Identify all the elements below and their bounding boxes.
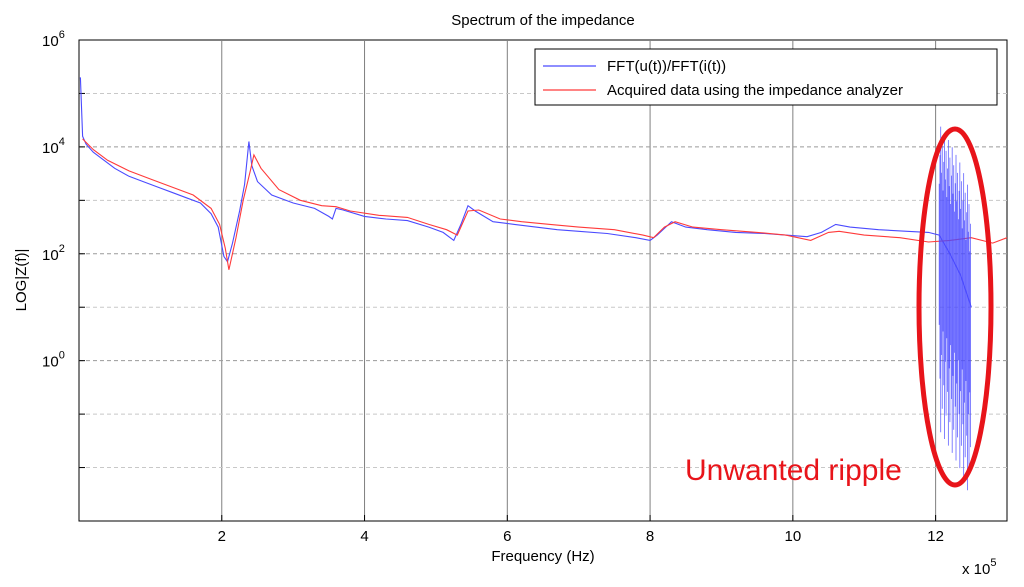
fft-series-line — [79, 77, 972, 308]
x-multiplier-exp: 5 — [990, 557, 996, 569]
y-tick-label: 106 — [42, 29, 65, 50]
svg-text:x 105: x 105 — [962, 557, 996, 578]
y-tick-label: 104 — [42, 136, 65, 157]
x-tick-label: 8 — [646, 528, 654, 545]
analyzer-series-line — [82, 138, 1008, 270]
y-tick-label: 100 — [42, 350, 65, 371]
grid-lines — [79, 40, 1007, 521]
legend-label-fft: FFT(u(t))/FFT(i(t)) — [607, 58, 726, 75]
x-tick-label: 4 — [360, 528, 368, 545]
chart-title: Spectrum of the impedance — [451, 12, 634, 29]
ripple-annotation-text: Unwanted ripple — [685, 454, 902, 487]
x-multiplier: x 105 — [962, 557, 996, 578]
x-axis-label: Frequency (Hz) — [491, 548, 594, 565]
legend: FFT(u(t))/FFT(i(t)) Acquired data using … — [534, 48, 998, 106]
x-tick-label: 10 — [785, 528, 802, 545]
ripple-ellipse — [916, 126, 994, 488]
x-tick-label: 2 — [218, 528, 226, 545]
y-axis-label: LOG|Z(f)| — [13, 249, 30, 312]
y-tick-label: 102 — [42, 243, 65, 264]
x-tick-label: 6 — [503, 528, 511, 545]
x-multiplier-base: x 10 — [962, 561, 990, 578]
tick-labels: 2 4 6 8 10 12 106 104 102 100 — [42, 29, 944, 545]
legend-box — [534, 48, 998, 106]
x-tick-label: 12 — [927, 528, 944, 545]
series-group — [79, 77, 1008, 491]
ripple-annotation: Unwanted ripple — [685, 126, 994, 488]
plot-area — [78, 39, 1008, 522]
legend-label-analyzer: Acquired data using the impedance analyz… — [607, 82, 903, 99]
